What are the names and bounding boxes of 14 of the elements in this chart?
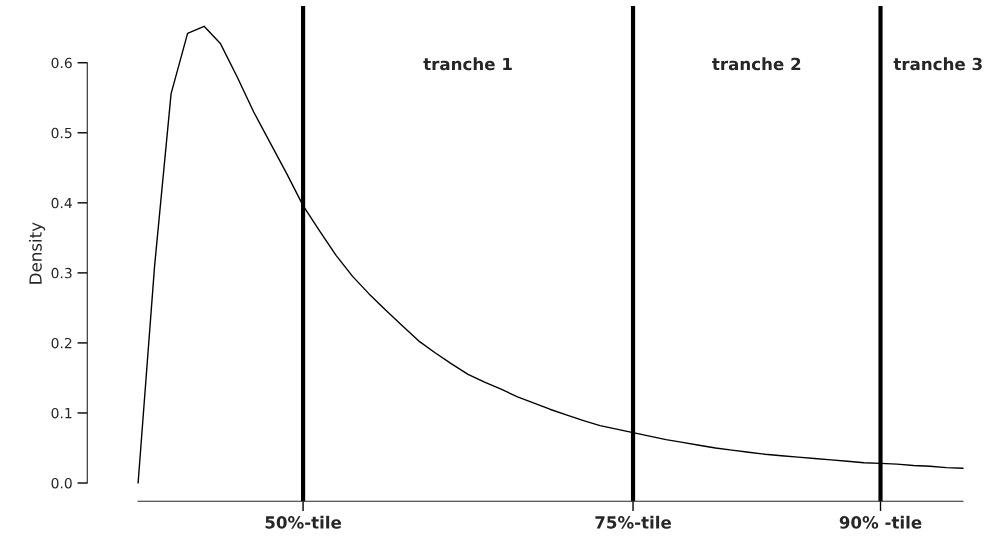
y-tick-label: 0.3: [51, 267, 72, 279]
annotation: tranche 3: [893, 57, 982, 71]
y-tick-label: 0.5: [51, 127, 72, 139]
y-tick-label: 0.0: [51, 477, 72, 489]
y-tick-label: 0.4: [51, 197, 72, 209]
annotation: tranche 2: [712, 57, 801, 71]
y-axis-title: Density: [28, 222, 46, 284]
x-tick-label: 75%-tile: [595, 515, 671, 529]
annotation: tranche 1: [423, 57, 512, 71]
y-tick-label: 0.1: [51, 407, 72, 419]
x-tick-label: 50%-tile: [265, 515, 342, 529]
y-tick-label: 0.6: [51, 57, 72, 69]
y-tick-label: 0.2: [51, 337, 72, 349]
x-tick-label: 90% -tile: [839, 515, 922, 529]
